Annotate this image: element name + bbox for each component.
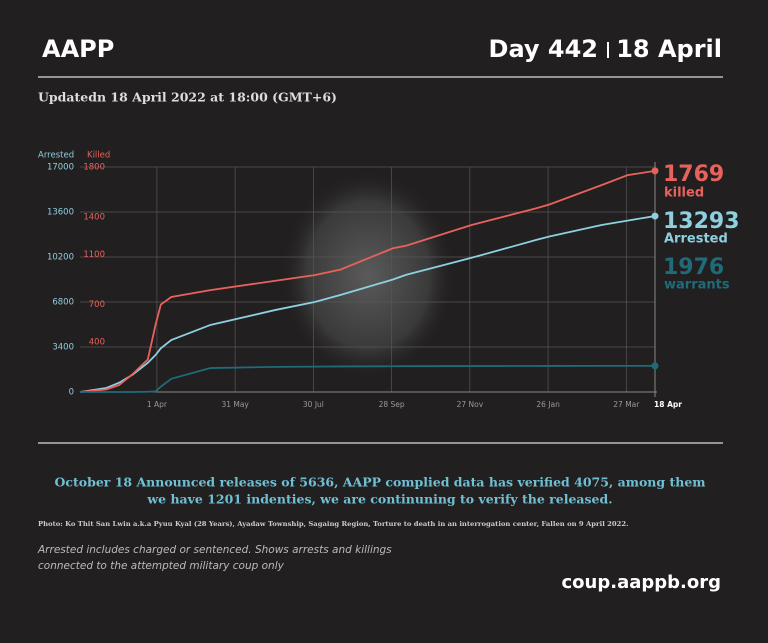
x-tick-label: 27 Nov [457,400,484,409]
legend-label: Arrested [664,232,728,247]
day: Day 442 [489,35,598,63]
footnote: Arrested includes charged or sentenced. … [37,544,392,556]
y2-axis-title: Killed [87,151,110,161]
y-tick-label: 10200 [47,253,74,263]
end-point [651,362,659,370]
y-tick-label: 0 [69,388,74,398]
y2-tick-label: 400 [89,338,105,348]
y-tick-label: 17000 [47,163,74,173]
date: 18 April [616,35,722,63]
y2-tick-label: 1800 [83,163,105,173]
x-tick-label: 27 Mar [613,400,640,409]
photo-credit: Photo: Ko Thit San Lwin a.k.a Pyuu Kyal … [38,520,628,528]
x-tick-label: 26 Jan [536,400,560,409]
y-tick-label: 13600 [47,208,74,218]
y-axis-title: Arrested [38,151,74,161]
y2-tick-label: 700 [89,300,105,310]
y-tick-label: 6800 [52,298,74,308]
announcement: we have 1201 indenties, we are continuni… [146,492,612,507]
end-value: 1769 [663,162,724,187]
x-tick-label: 18 Apr [654,400,682,409]
legend-label: warrants [664,278,730,293]
website: coup.aappb.org [562,572,722,593]
series-line [80,364,656,393]
footnote: connected to the attempted military coup… [38,560,285,572]
x-tick-label: 31 May [221,400,249,409]
legend-label: killed [664,186,704,201]
end-point [651,167,659,175]
end-point [651,212,659,220]
y-tick-label: 3400 [52,343,74,353]
y2-tick-label: 1400 [83,213,105,223]
announcement: October 18 Announced releases of 5636, A… [54,475,705,490]
updated: Updatedn 18 April 2022 at 18:00 (GMT+6) [38,90,337,105]
brand: AAPP [42,35,114,63]
x-tick-label: 30 Jul [303,400,324,409]
x-tick-label: 28 Sep [379,400,405,409]
photo [280,170,456,380]
y2-tick-label: 1100 [83,250,105,260]
end-value: 1976 [663,255,724,280]
series-line [79,169,656,393]
end-value: 13293 [663,209,740,234]
chart: Arrested Killed 0 3400 6800 10200 13600 17000 40… [38,151,740,410]
x-tick-label: 1 Apr [147,400,168,409]
